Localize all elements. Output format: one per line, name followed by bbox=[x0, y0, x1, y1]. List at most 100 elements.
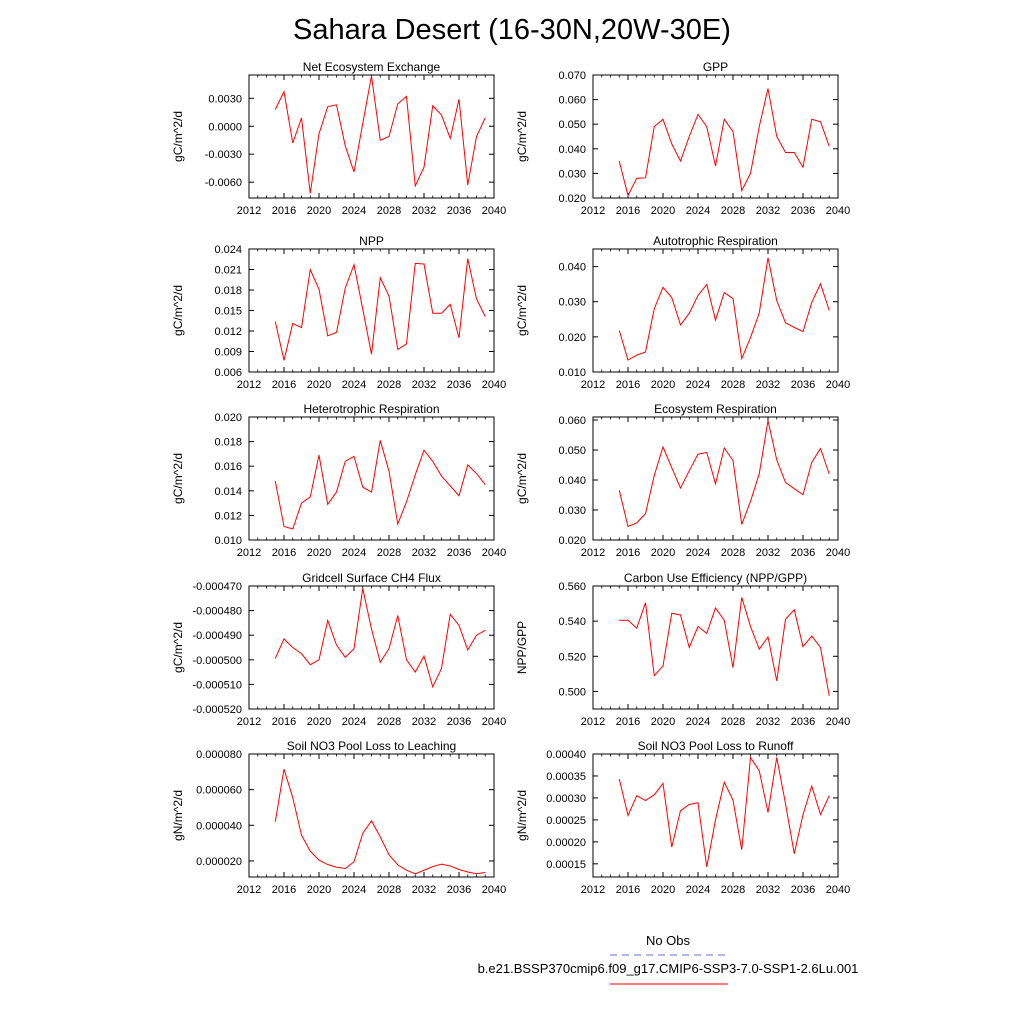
x-tick-label: 2016 bbox=[616, 716, 640, 728]
x-tick-label: 2016 bbox=[616, 379, 640, 391]
x-tick-label: 2036 bbox=[791, 884, 815, 896]
x-tick-label: 2028 bbox=[377, 379, 401, 391]
series-line-1 bbox=[274, 769, 486, 875]
x-tick-label: 2024 bbox=[686, 884, 710, 896]
plot-frame bbox=[592, 416, 839, 541]
plot-frame bbox=[592, 248, 839, 373]
x-tick-label: 2028 bbox=[721, 205, 745, 217]
x-tick-label: 2028 bbox=[721, 379, 745, 391]
x-tick-label: 2020 bbox=[307, 884, 331, 896]
y-tick-label: 0.0030 bbox=[208, 93, 242, 105]
chart-panel-8: Carbon Use Efficiency (NPP/GPP) NPP/GPP 20… bbox=[515, 571, 850, 728]
x-tick-label: 2032 bbox=[412, 884, 436, 896]
y-tick-label: 0.000060 bbox=[196, 785, 242, 797]
series-line-1 bbox=[274, 588, 486, 689]
y-tick-label: -0.000470 bbox=[192, 581, 242, 593]
x-tick-label: 2040 bbox=[482, 547, 506, 559]
x-tick-label: 2016 bbox=[272, 379, 296, 391]
y-axis-label: gC/m^2/d bbox=[515, 453, 529, 504]
y-tick-label: 0.060 bbox=[558, 415, 586, 427]
x-tick-label: 2012 bbox=[237, 379, 261, 391]
panel-title: Ecosystem Respiration bbox=[654, 402, 777, 416]
x-tick-label: 2024 bbox=[686, 716, 710, 728]
panel-title: Carbon Use Efficiency (NPP/GPP) bbox=[624, 571, 807, 585]
y-tick-label: 0.060 bbox=[558, 95, 586, 107]
y-tick-label: 0.520 bbox=[558, 651, 586, 663]
x-tick-label: 2024 bbox=[342, 884, 366, 896]
chart-panel-4: Autotrophic Respiration gC/m^2/d 2012 2016 2… bbox=[515, 234, 850, 391]
y-axis-label: NPP/GPP bbox=[515, 621, 529, 674]
y-tick-label: 0.012 bbox=[214, 326, 242, 338]
y-tick-label: 0.021 bbox=[214, 265, 242, 277]
x-tick-label: 2028 bbox=[721, 884, 745, 896]
y-tick-label: 0.00040 bbox=[546, 749, 586, 761]
x-tick-label: 2036 bbox=[791, 716, 815, 728]
x-tick-label: 2016 bbox=[272, 716, 296, 728]
y-tick-label: 0.040 bbox=[558, 475, 586, 487]
x-tick-label: 2036 bbox=[447, 205, 471, 217]
x-tick-label: 2024 bbox=[686, 205, 710, 217]
x-tick-label: 2032 bbox=[412, 547, 436, 559]
x-tick-label: 2012 bbox=[237, 884, 261, 896]
y-tick-label: 0.040 bbox=[558, 144, 586, 156]
y-tick-label: 0.050 bbox=[558, 445, 586, 457]
x-tick-label: 2032 bbox=[756, 884, 780, 896]
series-line-1 bbox=[618, 420, 830, 528]
x-tick-label: 2040 bbox=[826, 205, 850, 217]
series-line-1 bbox=[618, 756, 830, 867]
series-line-1 bbox=[274, 258, 486, 361]
x-tick-label: 2012 bbox=[237, 716, 261, 728]
panel-title: Soil NO3 Pool Loss to Runoff bbox=[638, 739, 795, 753]
y-tick-label: 0.000040 bbox=[196, 820, 242, 832]
chart-panel-10: Soil NO3 Pool Loss to Runoff gN/m^2/d 2012… bbox=[515, 739, 850, 896]
y-tick-label: 0.030 bbox=[558, 168, 586, 180]
x-tick-label: 2028 bbox=[721, 716, 745, 728]
x-tick-label: 2024 bbox=[342, 716, 366, 728]
y-axis-label: gC/m^2/d bbox=[171, 111, 185, 162]
y-tick-label: 0.030 bbox=[558, 505, 586, 517]
x-tick-label: 2024 bbox=[342, 205, 366, 217]
y-tick-label: 0.020 bbox=[558, 193, 586, 205]
y-tick-label: 0.020 bbox=[558, 535, 586, 547]
panel-title: Gridcell Surface CH4 Flux bbox=[302, 571, 441, 585]
y-tick-label: 0.050 bbox=[558, 119, 586, 131]
y-tick-label: 0.00025 bbox=[546, 815, 586, 827]
x-tick-label: 2016 bbox=[616, 205, 640, 217]
x-tick-label: 2040 bbox=[482, 884, 506, 896]
x-tick-label: 2040 bbox=[826, 379, 850, 391]
y-axis-label: gC/m^2/d bbox=[515, 111, 529, 162]
x-tick-label: 2032 bbox=[412, 716, 436, 728]
y-tick-label: 0.030 bbox=[558, 297, 586, 309]
x-tick-label: 2036 bbox=[447, 547, 471, 559]
y-tick-label: 0.560 bbox=[558, 581, 586, 593]
chart-panel-7: Gridcell Surface CH4 Flux gC/m^2/d 2012 201… bbox=[171, 571, 506, 728]
x-tick-label: 2016 bbox=[616, 547, 640, 559]
y-tick-label: 0.024 bbox=[214, 244, 242, 256]
y-tick-label: 0.070 bbox=[558, 70, 586, 82]
x-tick-label: 2024 bbox=[342, 547, 366, 559]
x-tick-label: 2024 bbox=[686, 547, 710, 559]
x-tick-label: 2012 bbox=[237, 547, 261, 559]
x-tick-label: 2012 bbox=[237, 205, 261, 217]
y-axis-label: gC/m^2/d bbox=[515, 285, 529, 336]
y-tick-label: 0.00035 bbox=[546, 771, 586, 783]
y-tick-label: 0.009 bbox=[214, 347, 242, 359]
x-tick-label: 2016 bbox=[616, 884, 640, 896]
panel-title: Net Ecosystem Exchange bbox=[303, 60, 441, 74]
y-axis-label: gC/m^2/d bbox=[171, 622, 185, 673]
series-line-1 bbox=[618, 257, 830, 361]
y-tick-label: 0.540 bbox=[558, 616, 586, 628]
panel-title: Autotrophic Respiration bbox=[653, 234, 778, 248]
y-tick-label: 0.014 bbox=[214, 486, 242, 498]
x-tick-label: 2012 bbox=[581, 716, 605, 728]
y-tick-label: -0.000490 bbox=[192, 630, 242, 642]
plot-frame bbox=[592, 585, 839, 710]
x-tick-label: 2016 bbox=[272, 205, 296, 217]
x-tick-label: 2036 bbox=[791, 379, 815, 391]
x-tick-label: 2020 bbox=[307, 205, 331, 217]
x-tick-label: 2028 bbox=[377, 205, 401, 217]
x-tick-label: 2016 bbox=[272, 547, 296, 559]
y-tick-label: -0.000500 bbox=[192, 655, 242, 667]
plot-frame bbox=[248, 74, 495, 199]
